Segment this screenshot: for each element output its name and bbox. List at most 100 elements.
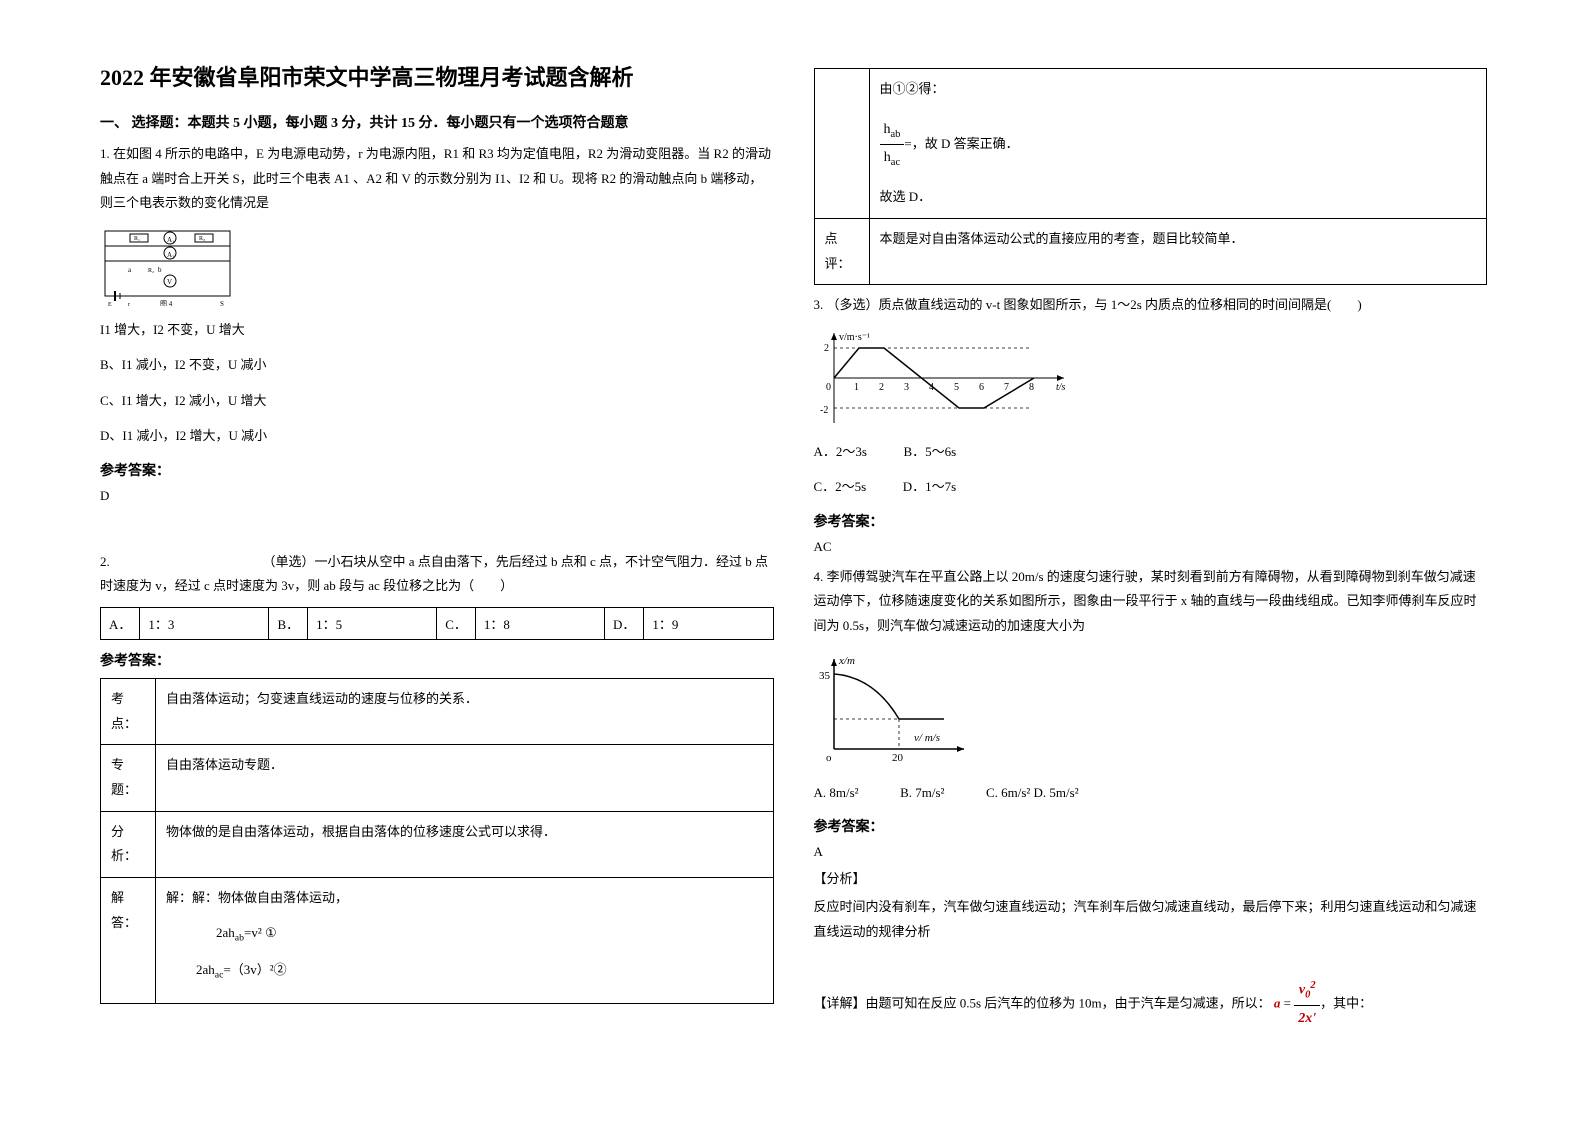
q1-option-a: I1 增大，I2 不变，U 增大 (100, 318, 774, 341)
zhuanti-value: 自由落体运动专题． (156, 745, 774, 811)
svg-text:V: V (167, 278, 172, 286)
svg-text:r: r (128, 302, 130, 306)
q3-answer: AC (814, 539, 1488, 555)
svg-text:v/m·s⁻¹: v/m·s⁻¹ (839, 332, 870, 343)
kaodian-value: 自由落体运动；匀变速直线运动的速度与位移的关系． (156, 679, 774, 745)
q4-opt-d: D. 5m/s² (1034, 785, 1079, 800)
vt-graph: v/m·s⁻¹ t/s 2 -2 0 1 2 3 4 5 6 7 8 (814, 328, 1074, 428)
table-row: 考点： 自由落体运动；匀变速直线运动的速度与位移的关系． (101, 679, 774, 745)
q3-opt-d: D．1～7s (903, 479, 956, 494)
q3-options-row2: C．2～5s D．1～7s (814, 475, 1488, 498)
fenxi-label: 分析： (101, 811, 156, 877)
q2-opt-a-value: 1：3 (140, 608, 269, 640)
q4-opt-c: C. 6m/s² (986, 785, 1030, 800)
q2-opt-b-label: B． (269, 608, 308, 640)
xv-graph: x/m v/ m/s 35 o 20 (814, 649, 974, 769)
q4-answer-label: 参考答案： (814, 816, 1488, 836)
svg-text:R₃: R₃ (199, 236, 205, 242)
q1-option-b: B、I1 减小，I2 不变，U 减小 (100, 353, 774, 376)
svg-text:v/ m/s: v/ m/s (914, 732, 940, 744)
svg-text:S: S (220, 300, 224, 306)
q2-opt-a-label: A． (101, 608, 140, 640)
q2-answer-label: 参考答案： (100, 650, 774, 670)
svg-text:a: a (128, 266, 132, 274)
q2-solution-table-cont: 由①②得： hab hac =，故 D 答案正确． 故选 D． 点评： 本题是对… (814, 68, 1488, 285)
svg-text:t/s: t/s (1056, 382, 1066, 393)
table-row: 解答： 解：解：物体做自由落体运动， 2ahab=v² ① 2ahac=（3v）… (101, 878, 774, 1004)
svg-text:o: o (826, 752, 832, 764)
svg-text:A₁: A₁ (167, 236, 175, 244)
svg-text:2: 2 (824, 343, 829, 354)
q2-opt-b-value: 1：5 (308, 608, 437, 640)
jieda-cell: 解：解：物体做自由落体运动， 2ahab=v² ① 2ahac=（3v）²② (156, 878, 774, 1004)
svg-text:A₂: A₂ (167, 251, 175, 259)
svg-text:0: 0 (826, 382, 831, 393)
section-1-heading: 一、 选择题：本题共 5 小题，每小题 3 分，共计 15 分．每小题只有一个选… (100, 112, 774, 132)
svg-text:1: 1 (854, 382, 859, 393)
q4-fenxi-label: 【分析】 (814, 868, 1488, 887)
svg-text:7: 7 (1004, 382, 1009, 393)
svg-text:6: 6 (979, 382, 984, 393)
q3-opt-c: C．2～5s (814, 479, 867, 494)
left-column: 2022 年安徽省阜阳市荣文中学高三物理月考试题含解析 一、 选择题：本题共 5… (80, 60, 794, 1062)
q2-solution-table: 考点： 自由落体运动；匀变速直线运动的速度与位移的关系． 专题： 自由落体运动专… (100, 678, 774, 1004)
q4-opt-b: B. 7m/s² (900, 785, 944, 800)
table-row: 分析： 物体做的是自由落体运动，根据自由落体的位移速度公式可以求得． (101, 811, 774, 877)
q3-answer-label: 参考答案： (814, 511, 1488, 531)
svg-text:x/m: x/m (838, 655, 855, 667)
svg-text:E: E (108, 302, 112, 306)
q3-options-row1: A．2～3s B．5～6s (814, 440, 1488, 463)
kaodian-label: 考点： (101, 679, 156, 745)
circuit-diagram: A₁ A₂ V R₁ R₃ a R₂ b E r 图 4 S (100, 226, 240, 306)
jieda-cont-frac: hab hac =，故 D 答案正确． (880, 117, 1477, 173)
q2-opt-d-value: 1：9 (644, 608, 773, 640)
jieda-cont-line1: 由①②得： (880, 77, 1477, 102)
jieda-cont-cell: 由①②得： hab hac =，故 D 答案正确． 故选 D． (869, 69, 1487, 219)
q1-option-d: D、I1 减小，I2 增大，U 减小 (100, 424, 774, 447)
q1-answer: D (100, 488, 774, 504)
svg-text:R₁: R₁ (134, 236, 140, 242)
svg-text:3: 3 (904, 382, 909, 393)
q4-xiangjie: 【详解】由题可知在反应 0.5s 后汽车的位移为 10m，由于汽车是匀减速，所以… (814, 976, 1488, 1033)
q3-opt-b: B．5～6s (903, 444, 956, 459)
jieda-line-1: 解：解：物体做自由落体运动， (166, 886, 763, 911)
formula-acceleration: a = v02 2x' (1274, 976, 1320, 1033)
question-4-text: 4. 李师傅驾驶汽车在平直公路上以 20m/s 的速度匀速行驶，某时刻看到前方有… (814, 565, 1488, 639)
q2-options-table: A． 1：3 B． 1：5 C． 1：8 D． 1：9 (100, 607, 774, 640)
q1-option-c: C、I1 增大，I2 减小，U 增大 (100, 389, 774, 412)
q4-answer: A (814, 844, 1488, 860)
dianping-value: 本题是对自由落体运动公式的直接应用的考查，题目比较简单． (869, 218, 1487, 284)
question-3-text: 3. （多选）质点做直线运动的 v-t 图象如图所示，与 1～2s 内质点的位移… (814, 293, 1488, 318)
question-2-text: 2. （单选）一小石块从空中 a 点自由落下，先后经过 b 点和 c 点，不计空… (100, 550, 774, 599)
zhuanti-label: 专题： (101, 745, 156, 811)
svg-text:8: 8 (1029, 382, 1034, 393)
table-row: A． 1：3 B． 1：5 C． 1：8 D． 1：9 (101, 608, 774, 640)
q4-opt-a: A. 8m/s² (814, 785, 859, 800)
q4-xiangjie-text: 【详解】由题可知在反应 0.5s 后汽车的位移为 10m，由于汽车是匀减速，所以… (814, 995, 1271, 1010)
svg-text:图 4: 图 4 (160, 300, 173, 306)
q4-formula-suffix: ，其中： (1320, 995, 1372, 1010)
svg-text:5: 5 (954, 382, 959, 393)
jieda-cont-line3: 故选 D． (880, 185, 1477, 210)
q3-opt-a: A．2～3s (814, 444, 867, 459)
svg-text:-2: -2 (820, 405, 828, 416)
jieda-formula-1: 2ahab=v² ① (166, 921, 763, 948)
dianping-label: 点评： (814, 218, 869, 284)
q4-options: A. 8m/s² B. 7m/s² C. 6m/s² D. 5m/s² (814, 781, 1488, 804)
jieda-label: 解答： (101, 878, 156, 1004)
q2-opt-c-label: C． (437, 608, 476, 640)
svg-text:20: 20 (892, 752, 904, 764)
table-row: 点评： 本题是对自由落体运动公式的直接应用的考查，题目比较简单． (814, 218, 1487, 284)
jieda-cont-label (814, 69, 869, 219)
q2-opt-d-label: D． (605, 608, 644, 640)
table-row: 由①②得： hab hac =，故 D 答案正确． 故选 D． (814, 69, 1487, 219)
jieda-cont-suffix: =，故 D 答案正确． (904, 136, 1018, 151)
svg-text:2: 2 (879, 382, 884, 393)
fenxi-value: 物体做的是自由落体运动，根据自由落体的位移速度公式可以求得． (156, 811, 774, 877)
svg-text:35: 35 (819, 670, 831, 682)
right-column: 由①②得： hab hac =，故 D 答案正确． 故选 D． 点评： 本题是对… (794, 60, 1508, 1062)
svg-text:R₂: R₂ (148, 268, 154, 274)
q2-opt-c-value: 1：8 (475, 608, 604, 640)
q4-fenxi-text: 反应时间内没有刹车，汽车做匀速直线运动；汽车刹车后做匀减速直线动，最后停下来；利… (814, 895, 1488, 944)
question-1-text: 1. 在如图 4 所示的电路中，E 为电源电动势，r 为电源内阻，R1 和 R3… (100, 142, 774, 216)
